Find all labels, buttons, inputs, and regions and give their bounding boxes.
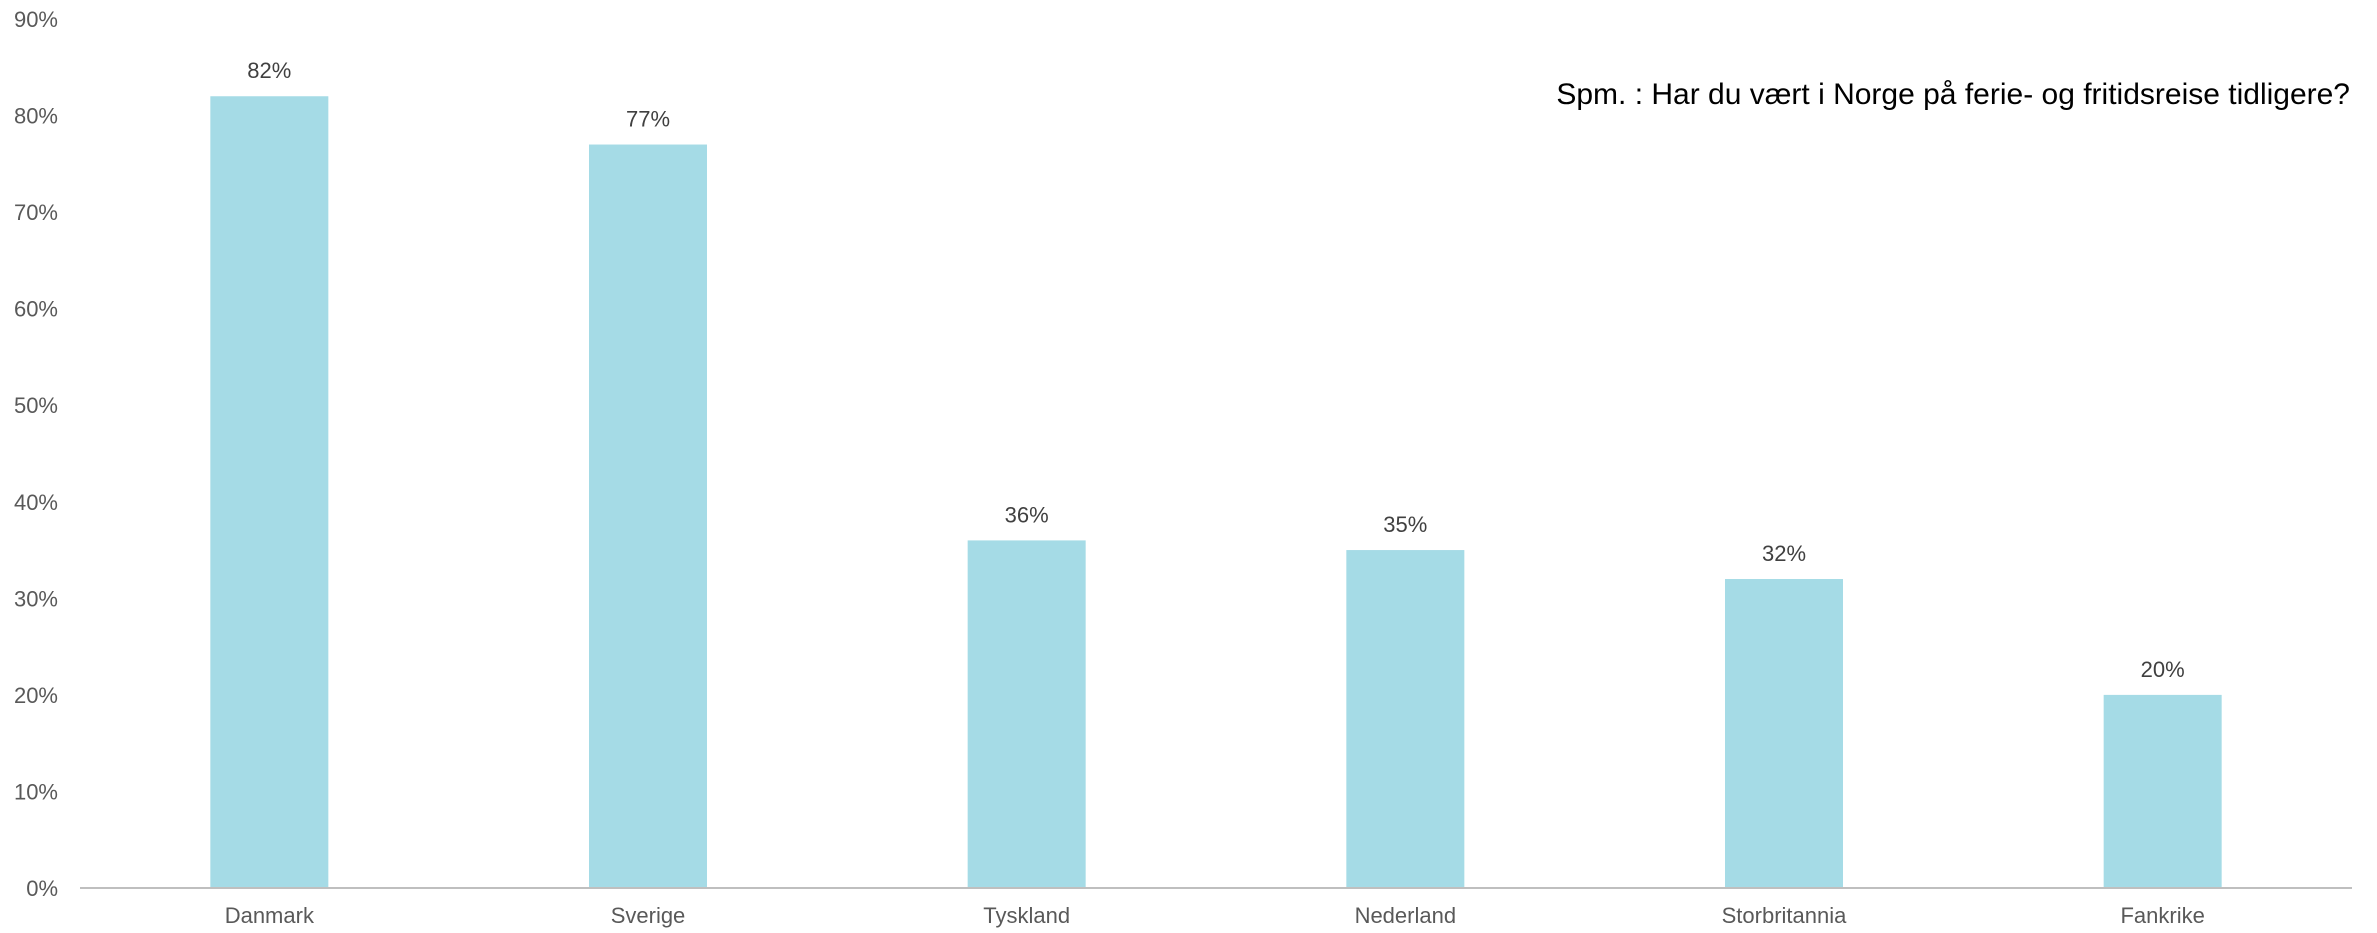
x-tick-label: Tyskland <box>983 903 1070 928</box>
bar <box>589 144 707 888</box>
x-tick-label: Fankrike <box>2120 903 2204 928</box>
chart-title: Spm. : Har du vært i Norge på ferie- og … <box>1556 78 2350 111</box>
bar <box>210 96 329 888</box>
bar <box>1725 579 1843 888</box>
data-labels: 82% 77% 36% 35% 32% 20% <box>247 58 2184 682</box>
data-label: 32% <box>1762 541 1806 566</box>
y-tick-label: 60% <box>14 297 58 322</box>
y-tick-label: 90% <box>14 7 58 32</box>
y-tick-label: 20% <box>14 683 58 708</box>
y-tick-label: 70% <box>14 200 58 225</box>
y-tick-label: 30% <box>14 586 58 611</box>
y-tick-label: 50% <box>14 393 58 418</box>
x-tick-label: Danmark <box>225 903 315 928</box>
bars <box>210 96 2222 888</box>
x-tick-label: Nederland <box>1355 903 1457 928</box>
data-label: 36% <box>1005 502 1049 527</box>
data-label: 35% <box>1383 512 1427 537</box>
x-tick-label: Sverige <box>611 903 686 928</box>
x-tick-label: Storbritannia <box>1722 903 1848 928</box>
y-tick-label: 0% <box>26 876 58 901</box>
data-label: 20% <box>2141 657 2185 682</box>
y-tick-label: 10% <box>14 779 58 804</box>
bar <box>1346 550 1465 888</box>
x-axis-ticks: Danmark Sverige Tyskland Nederland Storbrita… <box>225 903 2205 928</box>
y-tick-label: 80% <box>14 104 58 129</box>
data-label: 77% <box>626 107 670 132</box>
y-tick-label: 40% <box>14 490 58 515</box>
bar <box>2103 694 2222 888</box>
data-label: 82% <box>247 58 291 83</box>
y-axis-ticks: 0% 10% 20% 30% 40% 50% 60% 70% 80% 90% <box>14 7 58 901</box>
bar <box>967 540 1086 888</box>
